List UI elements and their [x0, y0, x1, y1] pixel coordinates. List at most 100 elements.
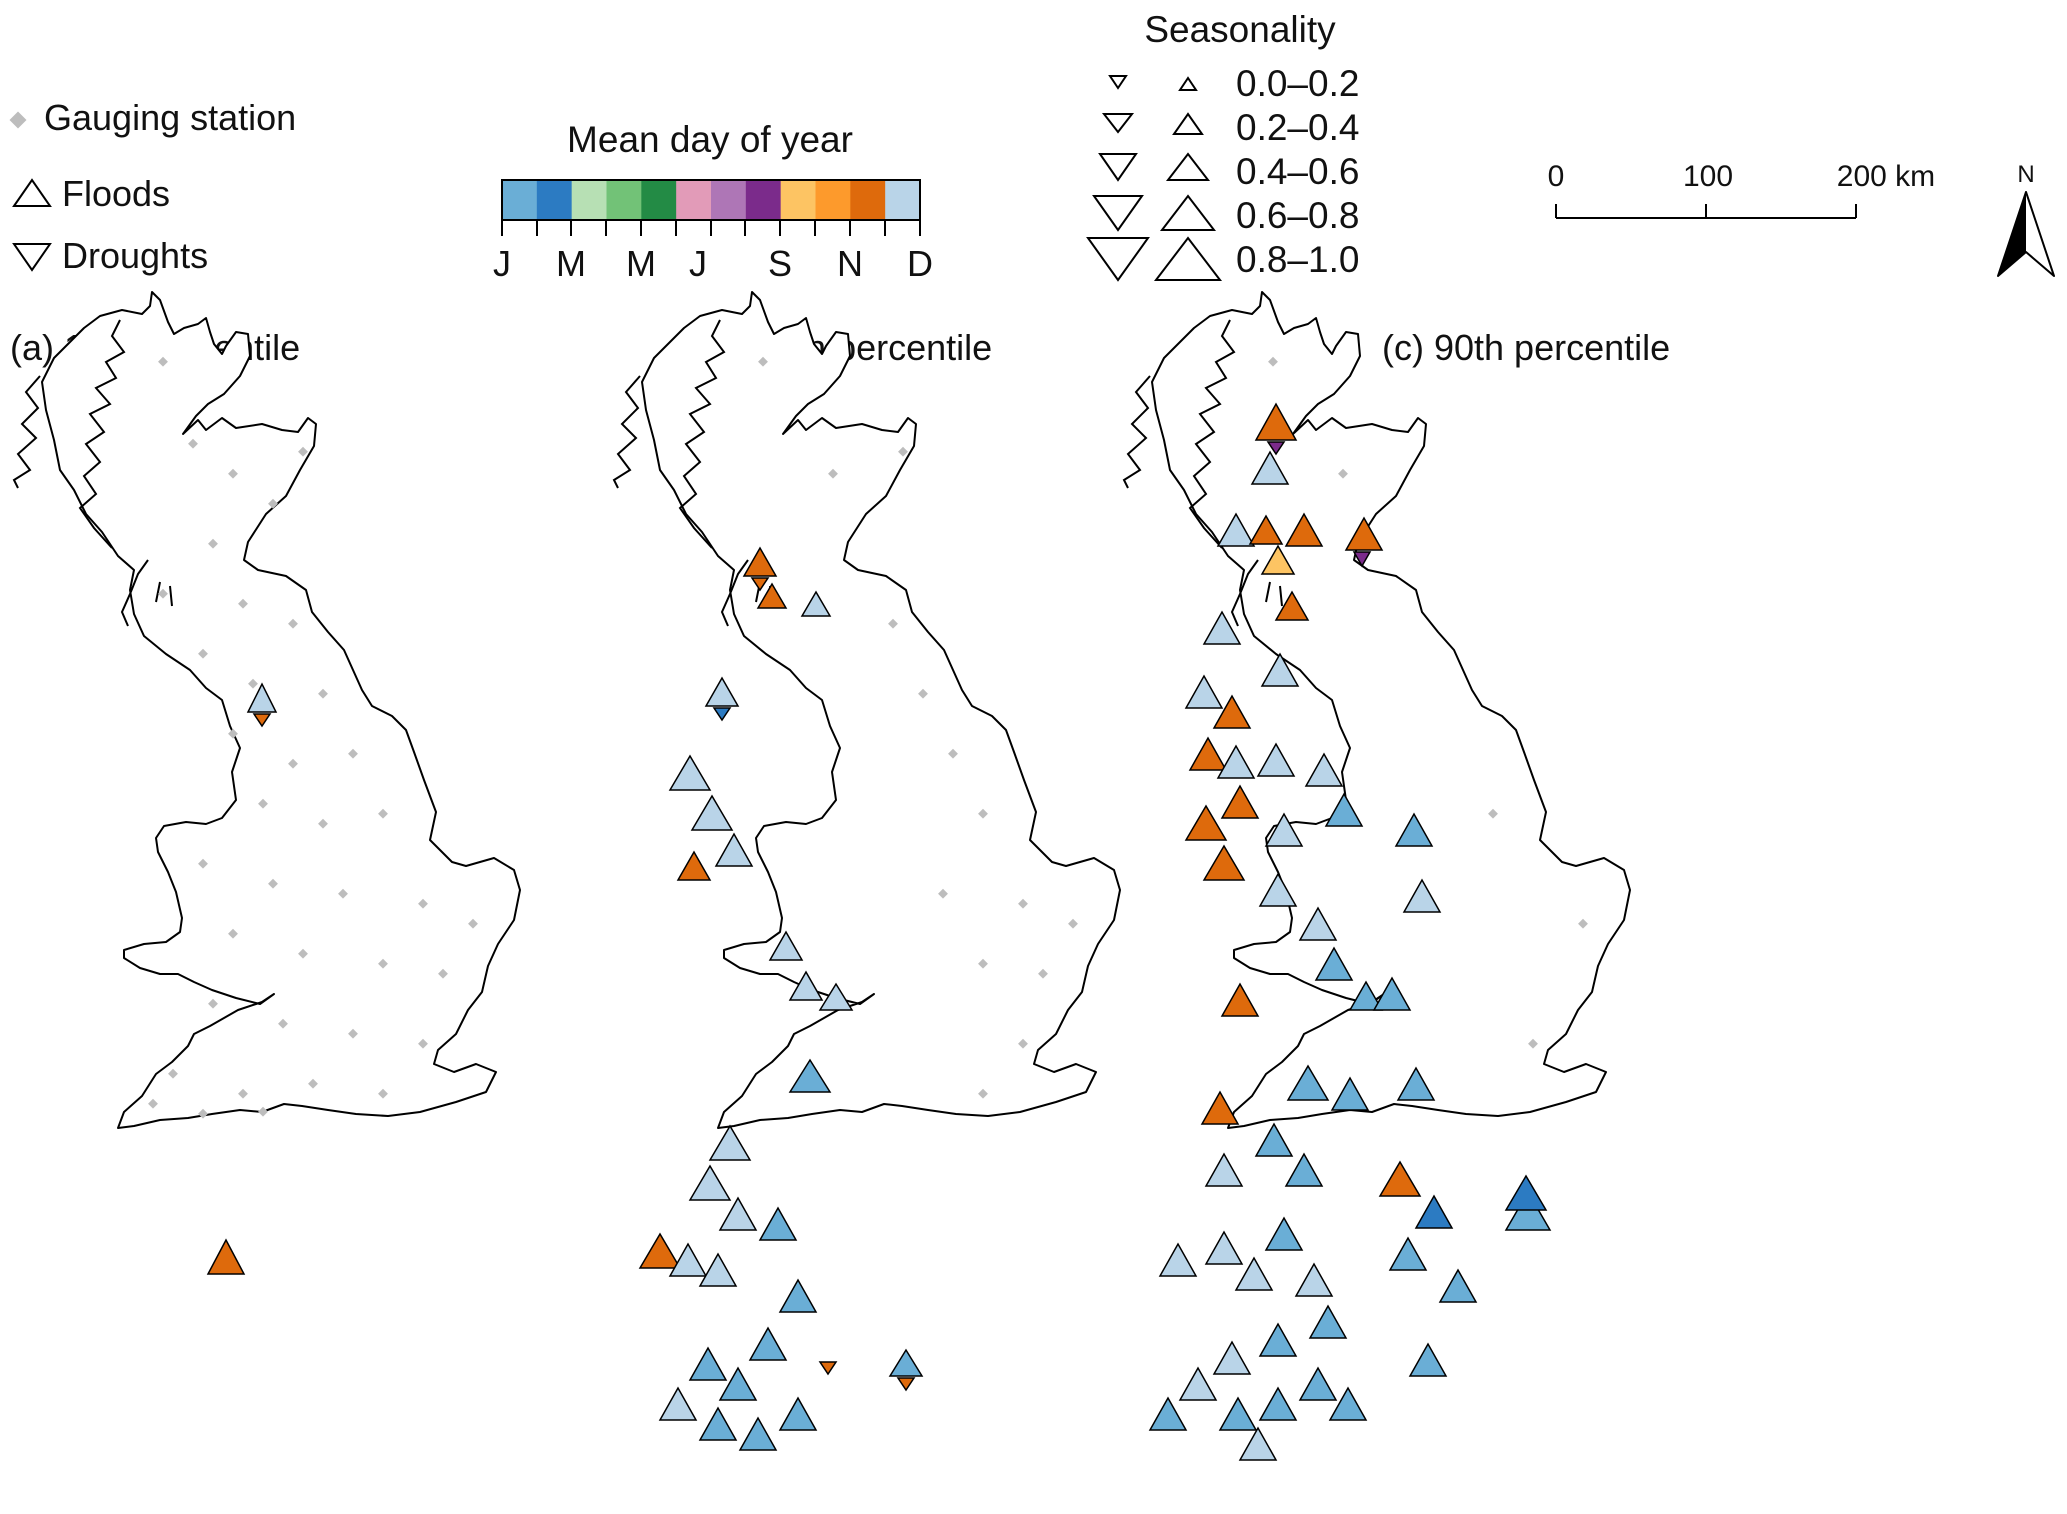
colorbar-tick-label: D [907, 243, 933, 284]
seasonality-class-label: 0.8–1.0 [1236, 239, 1359, 280]
flood-marker [1256, 742, 1296, 777]
flood-marker [818, 982, 854, 1011]
scale-bar: 0 100 200 km [1548, 160, 1935, 219]
flood-marker [1378, 1160, 1422, 1197]
gauging-station-marker [978, 958, 988, 969]
flood-marker [1402, 878, 1442, 913]
flood-marker [1188, 736, 1228, 771]
flood-marker [1148, 1396, 1188, 1431]
colorbar-cell [641, 180, 677, 220]
drought-marker [1266, 441, 1286, 456]
flood-marker [742, 546, 778, 577]
flood-size-icon [1159, 194, 1217, 231]
colorbar-tick-label: M [626, 243, 656, 284]
flood-marker [778, 1278, 818, 1313]
seasonality-class-label: 0.2–0.4 [1236, 107, 1359, 148]
flood-marker [1248, 514, 1284, 545]
flood-marker [1414, 1194, 1454, 1229]
flood-marker [1394, 812, 1434, 847]
flood-marker [788, 1058, 832, 1093]
gauging-station-marker [828, 468, 838, 479]
flood-marker [688, 1346, 728, 1381]
flood-marker [708, 1124, 752, 1161]
colorbar-cell [815, 180, 851, 220]
flood-marker [1408, 1342, 1448, 1377]
gauging-station-marker [758, 356, 768, 367]
flood-size-icon [1172, 112, 1204, 135]
flood-marker [1216, 512, 1256, 547]
flood-marker [1264, 1216, 1304, 1251]
gauging-station-marker [948, 748, 958, 759]
flood-marker [718, 1196, 758, 1231]
drought-marker [1352, 551, 1372, 568]
gauging-station-marker [1038, 968, 1048, 979]
flood-marker [1254, 402, 1298, 441]
flood-marker [1328, 1386, 1368, 1421]
gauging-station-marker [1338, 468, 1348, 479]
seasonality-markers [206, 682, 278, 1275]
flood-marker [1304, 752, 1344, 787]
flood-marker [718, 1366, 758, 1401]
flood-marker [676, 850, 712, 881]
north-arrow-shade-icon [1998, 192, 2026, 276]
seasonality-legend: Seasonality 0.0–0.2 0.2–0.4 0.4–0.6 0.6–… [1086, 9, 1359, 282]
panel-c-title: (c) 90th percentile [1382, 327, 1670, 368]
scale-bar-label: 200 km [1837, 160, 1935, 193]
gauging-station-marker [208, 998, 218, 1009]
gauging-station-marker [918, 688, 928, 699]
flood-marker [688, 1164, 732, 1201]
gauging-station-marker [888, 618, 898, 629]
flood-marker [800, 590, 832, 617]
flood-marker [1438, 1268, 1478, 1303]
flood-marker [788, 970, 824, 1001]
colorbar-cell [711, 180, 747, 220]
gauging-station-marker [978, 808, 988, 819]
colorbar-tick-label: M [556, 243, 586, 284]
flood-marker [658, 1386, 698, 1421]
flood-marker [1220, 784, 1260, 819]
scale-bar-label: 0 [1548, 160, 1565, 193]
map-panel-b [614, 292, 1120, 1451]
flood-marker [1286, 1064, 1330, 1101]
gauging-station-marker [248, 678, 258, 689]
drought-marker [712, 707, 732, 722]
flood-size-icon [1165, 152, 1211, 181]
flood-marker [1396, 1066, 1436, 1101]
flood-marker [1216, 744, 1256, 779]
flood-marker [1388, 1236, 1428, 1271]
flood-marker [690, 794, 734, 831]
colorbar-cell [780, 180, 816, 220]
droughts-label: Droughts [62, 235, 208, 276]
flood-marker [1504, 1190, 1552, 1231]
flood-marker [1158, 1242, 1198, 1277]
flood-marker [748, 1326, 788, 1361]
flood-marker [1324, 792, 1364, 827]
flood-marker [1258, 1322, 1298, 1357]
drought-size-icon [1092, 195, 1144, 232]
flood-marker [1178, 1366, 1218, 1401]
flood-marker [758, 1206, 798, 1241]
seasonality-class-label: 0.6–0.8 [1236, 195, 1359, 236]
colorbar-cells [502, 180, 921, 220]
flood-marker [1264, 812, 1304, 847]
flood-marker [668, 754, 712, 791]
flood-marker [1284, 1152, 1324, 1187]
seasonality-class-label: 0.0–0.2 [1236, 63, 1359, 104]
flood-marker [1258, 1386, 1298, 1421]
flood-marker [1184, 674, 1224, 709]
flood-marker [1212, 1340, 1252, 1375]
drought-marker [252, 713, 272, 728]
colorbar-cell [885, 180, 921, 220]
flood-marker [1260, 544, 1296, 575]
map-panel-c [1124, 292, 1630, 1461]
gauging-station-label: Gauging station [44, 97, 296, 138]
gauging-station-marker [1068, 918, 1078, 929]
flood-marker [1314, 946, 1354, 981]
gauging-station-marker [228, 468, 238, 479]
colorbar-title: Mean day of year [567, 119, 853, 160]
flood-marker [1260, 652, 1300, 687]
flood-marker [1234, 1256, 1274, 1291]
flood-marker [1218, 1396, 1258, 1431]
gauging-station-swatch [9, 111, 27, 129]
seasonality-markers [1148, 402, 1552, 1461]
